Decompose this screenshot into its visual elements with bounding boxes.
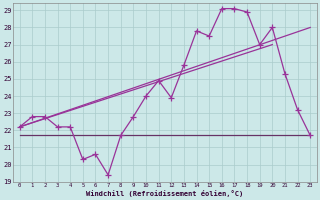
X-axis label: Windchill (Refroidissement éolien,°C): Windchill (Refroidissement éolien,°C) — [86, 190, 244, 197]
